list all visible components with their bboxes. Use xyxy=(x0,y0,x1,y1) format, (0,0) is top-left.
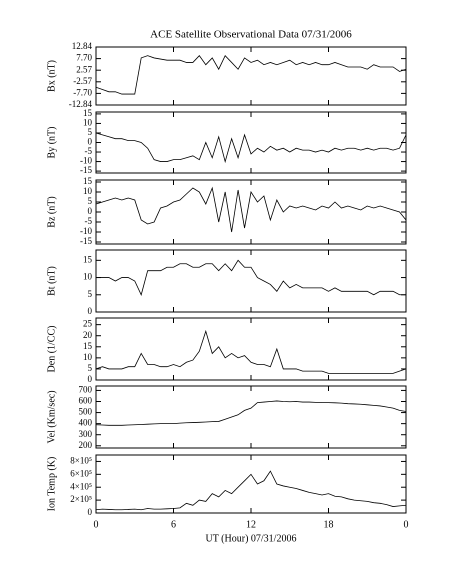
x-tick-label: 0 xyxy=(94,519,99,530)
panel-frame xyxy=(95,454,407,514)
panel-frame xyxy=(95,249,407,313)
y-tick-label: 15 xyxy=(83,254,93,264)
y-tick-label: 300 xyxy=(79,429,93,439)
y-tick-label: 0 xyxy=(88,374,93,384)
y-tick-label: 25 xyxy=(83,319,93,329)
data-line xyxy=(95,186,407,233)
y-tick-label: -7.70 xyxy=(73,87,92,97)
y-tick-label: -12.84 xyxy=(69,99,93,109)
data-line xyxy=(95,54,407,95)
y-tick-label: 15 xyxy=(83,341,93,351)
y-tick-label: 0 xyxy=(88,206,93,216)
y-tick-label: 5 xyxy=(88,289,93,299)
y-tick-label: 5 xyxy=(88,363,93,373)
y-tick-label: 10 xyxy=(83,352,93,362)
data-line xyxy=(95,329,407,374)
y-tick-label: -10 xyxy=(80,156,92,166)
y-axis-label: By (nT) xyxy=(46,127,57,159)
x-tick-label: 18 xyxy=(324,519,334,530)
y-tick-label: -5 xyxy=(85,146,93,156)
y-tick-label: -2.57 xyxy=(73,76,92,86)
y-tick-label: 5 xyxy=(88,127,93,137)
y-tick-label: 0 xyxy=(88,507,93,517)
x-tick-label: 0 xyxy=(404,519,409,530)
data-line xyxy=(95,400,407,426)
y-tick-label: 8×10⁵ xyxy=(70,456,92,466)
y-axis-label: Ion Temp (K) xyxy=(46,457,57,512)
y-tick-label: 5 xyxy=(88,196,93,206)
y-axis-label: Vel (Km/sec) xyxy=(46,390,57,443)
panel-frame xyxy=(95,179,407,245)
panel-frame xyxy=(95,46,407,106)
y-tick-label: 2×10⁵ xyxy=(70,494,92,504)
data-line xyxy=(95,132,407,164)
y-axis-label: Bt (nT) xyxy=(46,266,57,296)
y-tick-label: 10 xyxy=(83,186,93,196)
panel-frame xyxy=(95,317,407,381)
y-tick-label: 20 xyxy=(83,330,93,340)
y-tick-label: 4×10⁵ xyxy=(70,481,92,491)
y-tick-label: 600 xyxy=(79,396,93,406)
y-tick-label: 10 xyxy=(83,118,93,128)
y-tick-label: 15 xyxy=(83,108,93,118)
y-axis-label: Bx (nT) xyxy=(46,60,57,92)
y-tick-label: 200 xyxy=(79,440,93,450)
y-tick-label: 2.57 xyxy=(76,64,92,74)
y-tick-label: 500 xyxy=(79,407,93,417)
y-tick-label: -10 xyxy=(80,226,92,236)
panel-frame xyxy=(95,385,407,449)
y-tick-label: 7.70 xyxy=(76,53,92,63)
y-tick-label: 400 xyxy=(79,418,93,428)
y-tick-label: 10 xyxy=(83,272,93,282)
x-tick-label: 12 xyxy=(246,519,256,530)
y-tick-label: -15 xyxy=(80,236,92,246)
x-tick-label: 6 xyxy=(171,519,176,530)
y-tick-label: 12.84 xyxy=(72,41,93,51)
y-tick-label: 0 xyxy=(88,306,93,316)
data-line xyxy=(95,470,407,511)
data-line xyxy=(96,259,406,296)
y-tick-label: -15 xyxy=(80,165,92,175)
y-tick-label: 6×10⁵ xyxy=(70,468,92,478)
y-tick-label: 0 xyxy=(88,137,93,147)
x-axis-label: UT (Hour) 07/31/2006 xyxy=(206,533,297,544)
y-axis-label: Den (1/CC) xyxy=(46,326,57,373)
chart-title: ACE Satellite Observational Data 07/31/2… xyxy=(150,29,352,41)
y-tick-label: -5 xyxy=(85,216,93,226)
y-axis-label: Bz (nT) xyxy=(46,196,57,227)
y-tick-label: 700 xyxy=(79,384,93,394)
panel-frame xyxy=(95,111,407,174)
y-tick-label: 15 xyxy=(83,176,93,186)
